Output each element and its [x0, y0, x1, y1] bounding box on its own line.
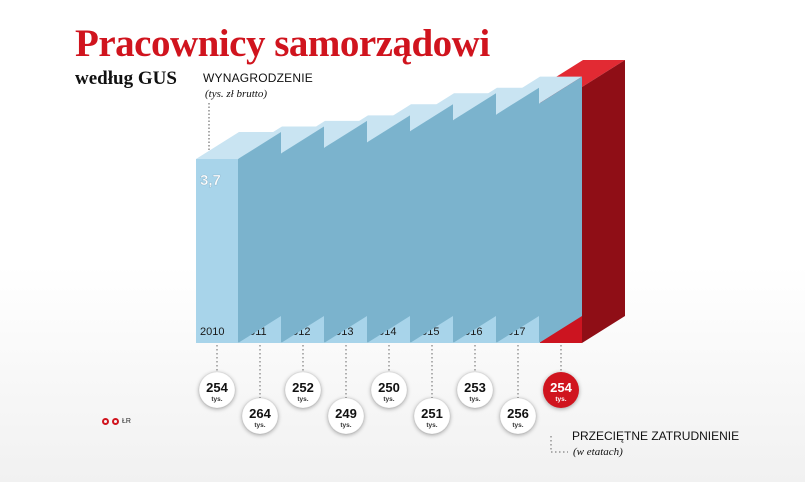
- employment-circle-2016: [456, 371, 494, 409]
- employment-value-2015: 251: [421, 406, 443, 421]
- bar-side-2017: [539, 76, 582, 343]
- employment-circle-2013: [327, 397, 365, 435]
- publisher-logo-icon: [112, 418, 119, 425]
- year-label-2010: 2010: [200, 326, 224, 338]
- salary-unit-label: (tys. zł brutto): [205, 88, 268, 100]
- bar-side-2015: [453, 93, 496, 343]
- bar-side-2018: [582, 60, 625, 343]
- employment-value-2010: 254: [206, 380, 228, 395]
- employment-unit-2013: tys.: [340, 422, 351, 429]
- employment-value-2014: 250: [378, 380, 400, 395]
- bar-top-2010: [196, 132, 281, 159]
- bar-side-2010: [238, 132, 281, 343]
- employment-circle-2014: [370, 371, 408, 409]
- salary-metric-label: WYNAGRODZENIE: [203, 71, 313, 85]
- employment-value-2016: 253: [464, 380, 486, 395]
- employment-value-2017: 256: [507, 406, 529, 421]
- employment-value-2012: 252: [292, 380, 314, 395]
- bar-side-2016: [496, 87, 539, 343]
- employment-value-2013: 249: [335, 406, 357, 421]
- employment-label: PRZECIĘTNE ZATRUDNIENIE: [572, 429, 740, 443]
- employment-unit-2012: tys.: [297, 396, 308, 403]
- employment-unit-2016: tys.: [469, 396, 480, 403]
- employment-unit-2018: tys.: [555, 396, 566, 403]
- employment-value-2018: 254: [550, 380, 572, 395]
- employment-circle-2010: [198, 371, 236, 409]
- employment-circle-2012: [284, 371, 322, 409]
- bar-side-2013: [367, 115, 410, 343]
- employment-unit-2010: tys.: [211, 396, 222, 403]
- bar-side-2014: [410, 104, 453, 343]
- employment-unit-2014: tys.: [383, 396, 394, 403]
- source-text: ŁR: [122, 418, 131, 425]
- chart-title: Pracownicy samorządowi: [75, 22, 490, 65]
- employment-circle-2017: [499, 397, 537, 435]
- source-credit: ŁR: [102, 418, 131, 425]
- employment-unit-2015: tys.: [426, 422, 437, 429]
- employment-circle-2011: [241, 397, 279, 435]
- bar-side-2011: [281, 126, 324, 343]
- employment-leader-line: [550, 436, 568, 453]
- employment-unit-label: (w etatach): [573, 446, 623, 458]
- employment-value-2011: 264: [249, 406, 271, 421]
- employment-circle-2018: [543, 372, 579, 408]
- bar-side-2012: [324, 120, 367, 343]
- bar-value-label-2010: 3,7: [200, 172, 221, 189]
- employment-unit-2011: tys.: [254, 422, 265, 429]
- employment-unit-2017: tys.: [512, 422, 523, 429]
- publisher-logo-icon: [102, 418, 109, 425]
- bar-2010: [196, 159, 238, 343]
- employment-circle-2015: [413, 397, 451, 435]
- chart-subtitle: według GUS: [75, 68, 177, 89]
